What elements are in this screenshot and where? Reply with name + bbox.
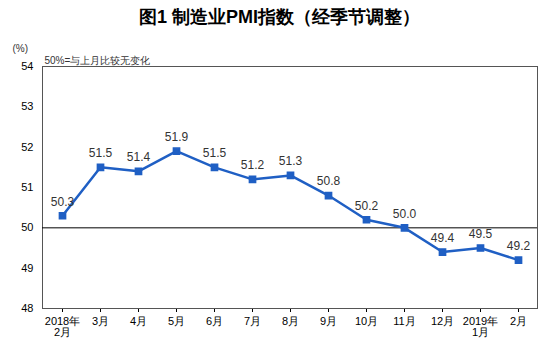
svg-text:49.4: 49.4 — [431, 231, 455, 245]
svg-text:50.0: 50.0 — [393, 207, 417, 221]
svg-text:53: 53 — [21, 100, 33, 112]
svg-text:51.5: 51.5 — [89, 146, 113, 160]
svg-text:9月: 9月 — [320, 315, 337, 327]
svg-text:10月: 10月 — [355, 315, 378, 327]
svg-text:48: 48 — [21, 302, 33, 314]
svg-text:6月: 6月 — [206, 315, 223, 327]
svg-text:50.3: 50.3 — [51, 195, 75, 209]
svg-text:51: 51 — [21, 181, 33, 193]
svg-text:51.5: 51.5 — [203, 146, 227, 160]
svg-text:12月: 12月 — [431, 315, 454, 327]
svg-text:2月: 2月 — [510, 315, 527, 327]
svg-text:8月: 8月 — [282, 315, 299, 327]
html-text:图1 制造业PMI指数（经季节调整）: 图1 制造业PMI指数（经季节调整） — [139, 7, 420, 27]
svg-text:2018年2月: 2018年2月 — [45, 315, 80, 338]
svg-text:2019年1月: 2019年1月 — [463, 315, 498, 338]
svg-text:7月: 7月 — [244, 315, 261, 327]
svg-text:11月: 11月 — [393, 315, 415, 327]
svg-text:50.8: 50.8 — [317, 174, 341, 188]
svg-text:50%=与上月比较无变化: 50%=与上月比较无变化 — [45, 55, 151, 66]
svg-text:51.4: 51.4 — [127, 150, 151, 164]
svg-text:3月: 3月 — [92, 315, 109, 327]
svg-text:51.2: 51.2 — [241, 158, 265, 172]
svg-text:5月: 5月 — [168, 315, 185, 327]
svg-text:50.2: 50.2 — [355, 199, 379, 213]
svg-text:49: 49 — [21, 262, 33, 274]
svg-text:51.3: 51.3 — [279, 154, 303, 168]
svg-text:52: 52 — [21, 141, 33, 153]
svg-text:4月: 4月 — [130, 315, 147, 327]
svg-text:51.9: 51.9 — [165, 130, 189, 144]
svg-text:54: 54 — [21, 60, 33, 72]
svg-text:50: 50 — [21, 221, 33, 233]
svg-text:(%): (%) — [13, 43, 29, 54]
svg-text:49.2: 49.2 — [507, 239, 531, 253]
svg-text:49.5: 49.5 — [469, 227, 493, 241]
